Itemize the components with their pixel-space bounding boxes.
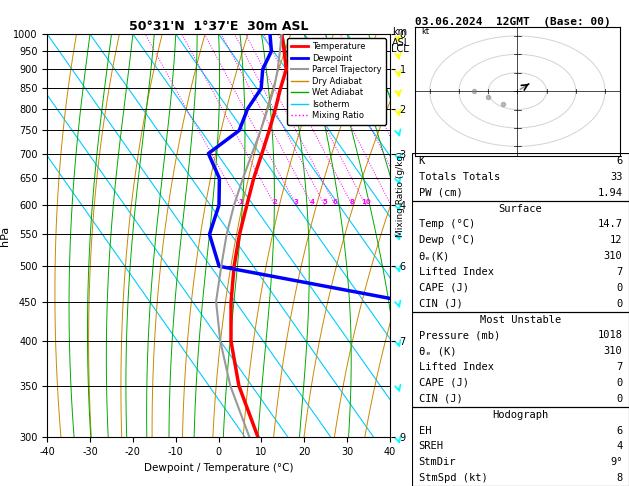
- Text: Most Unstable: Most Unstable: [480, 314, 561, 325]
- Text: 03.06.2024  12GMT  (Base: 00): 03.06.2024 12GMT (Base: 00): [415, 17, 611, 27]
- Text: Temp (°C): Temp (°C): [418, 219, 475, 229]
- Text: 8: 8: [616, 473, 623, 483]
- Text: 310: 310: [604, 346, 623, 356]
- Text: Mixing Ratio (g/kg): Mixing Ratio (g/kg): [396, 152, 405, 237]
- Text: 3: 3: [294, 199, 299, 205]
- Text: 14.7: 14.7: [598, 219, 623, 229]
- Text: CIN (J): CIN (J): [418, 394, 462, 404]
- Text: EH: EH: [418, 426, 431, 435]
- Text: 7: 7: [616, 267, 623, 277]
- Text: 4: 4: [309, 199, 314, 205]
- Bar: [412, 201, 629, 312]
- Text: Lifted Index: Lifted Index: [418, 362, 494, 372]
- Y-axis label: hPa: hPa: [0, 226, 10, 246]
- Text: Dewp (°C): Dewp (°C): [418, 235, 475, 245]
- Text: 12: 12: [610, 235, 623, 245]
- Text: θₑ(K): θₑ(K): [418, 251, 450, 261]
- Text: kt: kt: [421, 27, 429, 36]
- Title: 50°31'N  1°37'E  30m ASL: 50°31'N 1°37'E 30m ASL: [129, 20, 308, 33]
- Bar: [412, 312, 629, 407]
- Text: 2: 2: [272, 199, 277, 205]
- Text: 9°: 9°: [610, 457, 623, 467]
- Text: 0: 0: [616, 299, 623, 309]
- Text: 1.94: 1.94: [598, 188, 623, 198]
- Text: Hodograph: Hodograph: [493, 410, 548, 420]
- Text: θₑ (K): θₑ (K): [418, 346, 456, 356]
- Text: 6: 6: [616, 426, 623, 435]
- Text: CIN (J): CIN (J): [418, 299, 462, 309]
- Text: Pressure (mb): Pressure (mb): [418, 330, 500, 340]
- Text: 7: 7: [616, 362, 623, 372]
- X-axis label: Dewpoint / Temperature (°C): Dewpoint / Temperature (°C): [144, 463, 293, 473]
- Text: 1: 1: [238, 199, 243, 205]
- Text: StmDir: StmDir: [418, 457, 456, 467]
- Text: K: K: [418, 156, 425, 166]
- Text: 10: 10: [361, 199, 370, 205]
- Text: 4: 4: [616, 441, 623, 451]
- Text: StmSpd (kt): StmSpd (kt): [418, 473, 487, 483]
- Text: 33: 33: [610, 172, 623, 182]
- Text: 1018: 1018: [598, 330, 623, 340]
- Text: LCL: LCL: [391, 44, 409, 54]
- Text: Surface: Surface: [499, 204, 542, 213]
- Text: CAPE (J): CAPE (J): [418, 283, 469, 293]
- Text: 5: 5: [322, 199, 327, 205]
- Text: SREH: SREH: [418, 441, 443, 451]
- Text: Totals Totals: Totals Totals: [418, 172, 500, 182]
- Text: km
ASL: km ASL: [392, 27, 410, 48]
- Legend: Temperature, Dewpoint, Parcel Trajectory, Dry Adiabat, Wet Adiabat, Isotherm, Mi: Temperature, Dewpoint, Parcel Trajectory…: [287, 38, 386, 124]
- Text: 6: 6: [616, 156, 623, 166]
- Text: 310: 310: [604, 251, 623, 261]
- Text: 0: 0: [616, 283, 623, 293]
- Bar: [412, 153, 629, 201]
- Text: 0: 0: [616, 378, 623, 388]
- Text: 0: 0: [616, 394, 623, 404]
- Text: Lifted Index: Lifted Index: [418, 267, 494, 277]
- Text: 6: 6: [333, 199, 338, 205]
- Bar: [412, 407, 629, 486]
- Text: 8: 8: [350, 199, 355, 205]
- Text: PW (cm): PW (cm): [418, 188, 462, 198]
- Text: CAPE (J): CAPE (J): [418, 378, 469, 388]
